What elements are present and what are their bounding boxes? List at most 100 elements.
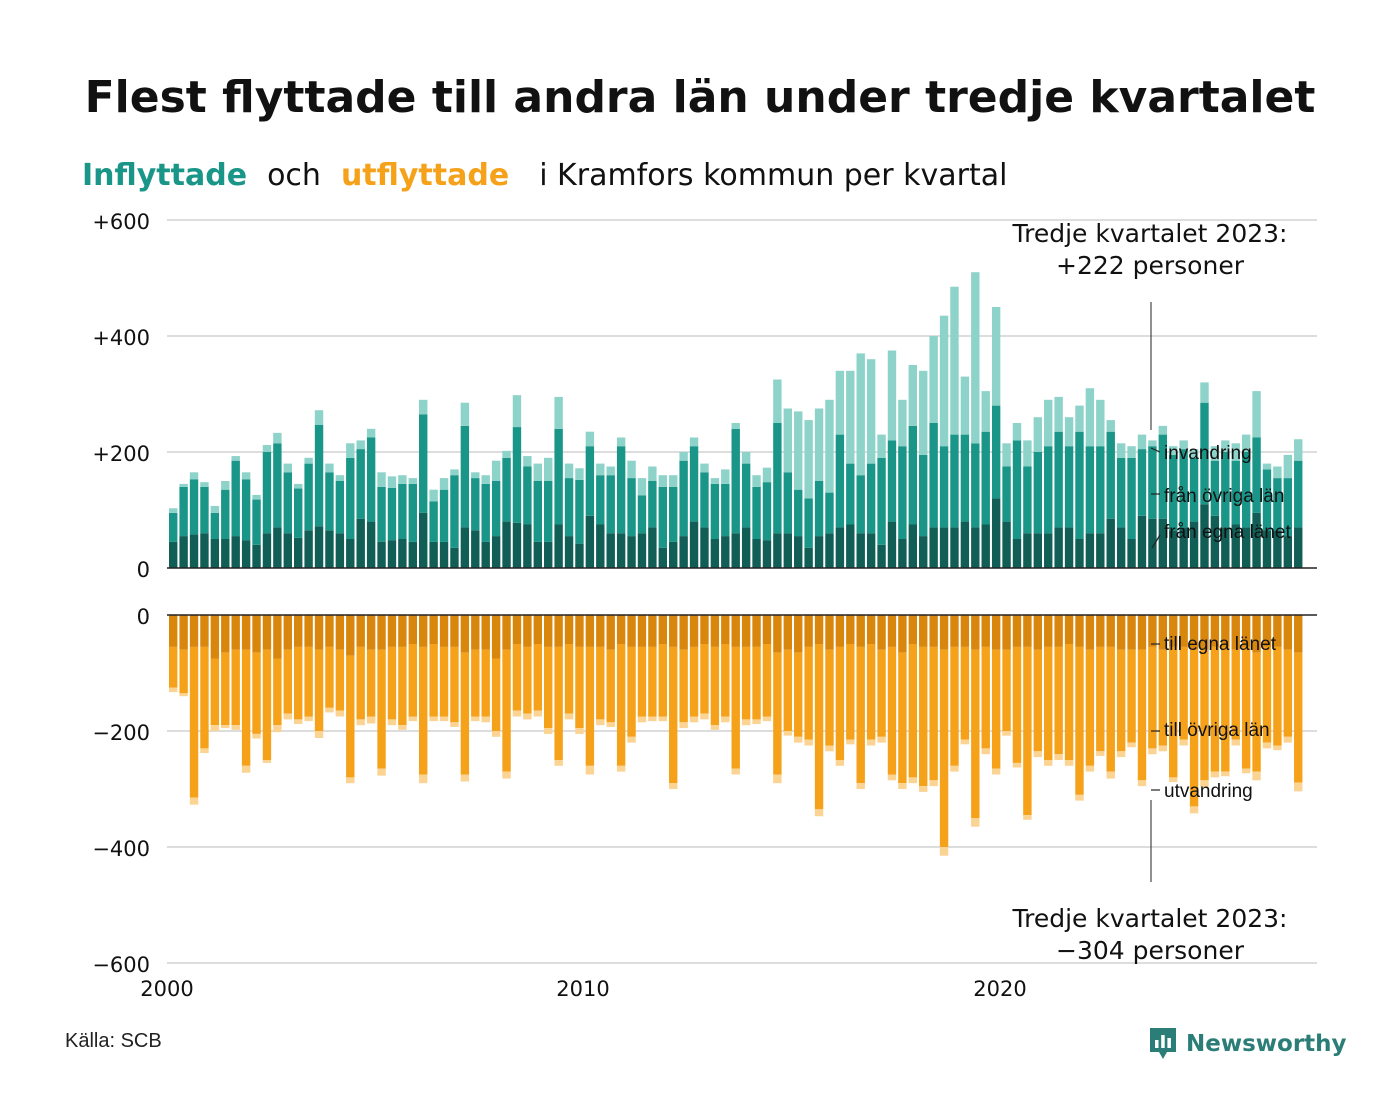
bar-out-other <box>950 646 959 766</box>
bar-out-own <box>877 615 886 650</box>
bar-in-abroad <box>210 505 220 513</box>
bar-in-own <box>710 539 720 568</box>
bar-in-abroad <box>1148 440 1157 447</box>
bar-in-abroad <box>221 481 230 490</box>
bar-in-abroad <box>606 466 615 476</box>
bar-out-own <box>533 615 542 644</box>
bar-out-other <box>1252 652 1261 772</box>
bar-out-own <box>741 615 751 647</box>
bar-out-abroad <box>866 739 876 746</box>
bar-out-other <box>1044 646 1053 760</box>
bar-in-other <box>460 425 470 528</box>
bar-in-other <box>294 488 303 538</box>
bar-in-other <box>169 512 178 542</box>
bar-in-own <box>669 541 678 568</box>
bar-in-abroad <box>1231 443 1240 461</box>
bar-in-other <box>179 486 188 537</box>
bar-in-own <box>1012 539 1022 568</box>
bar-out-abroad <box>564 713 574 720</box>
bar-out-abroad <box>1137 780 1147 787</box>
bar-in-abroad <box>1002 443 1011 467</box>
bar-in-other <box>377 486 386 542</box>
bar-in-other <box>835 434 845 528</box>
bar-out-own <box>846 615 855 644</box>
bar-out-abroad <box>919 786 928 792</box>
bar-out-abroad <box>783 731 793 736</box>
bar-out-other <box>804 646 813 740</box>
bar-in-own <box>1085 533 1095 568</box>
bar-out-other <box>439 646 449 717</box>
bar-out-own <box>439 615 449 647</box>
y-tick-top-400: +400 <box>92 326 150 350</box>
bar-in-abroad <box>523 456 532 467</box>
bar-out-other <box>1075 646 1084 795</box>
bar-in-other <box>846 463 855 525</box>
bar-out-abroad <box>898 783 907 789</box>
bar-in-abroad <box>398 475 407 484</box>
bar-in-other <box>939 446 949 528</box>
bar-in-own <box>200 533 209 568</box>
bar-out-abroad <box>377 768 386 776</box>
bar-out-abroad <box>1273 745 1282 751</box>
bar-out-abroad <box>398 725 407 730</box>
bar-in-abroad <box>741 452 751 464</box>
bar-in-own <box>398 539 407 568</box>
bar-out-own <box>1179 615 1188 647</box>
inflow-bars <box>169 272 1303 568</box>
bar-out-own <box>648 615 657 647</box>
segment-label-tick <box>1150 447 1161 453</box>
bar-in-abroad <box>450 469 459 476</box>
bar-in-own <box>960 521 970 568</box>
bar-out-own <box>1262 615 1272 647</box>
bar-out-abroad <box>366 716 376 724</box>
bar-out-own <box>731 615 740 647</box>
bar-in-own <box>1106 518 1115 568</box>
bar-out-own <box>262 615 272 650</box>
bar-out-abroad <box>283 713 292 720</box>
bar-out-abroad <box>1210 771 1220 778</box>
bar-in-abroad <box>481 475 490 484</box>
bar-out-own <box>1169 615 1178 647</box>
bar-out-abroad <box>825 745 834 752</box>
bar-out-own <box>898 615 907 653</box>
bar-out-abroad <box>460 774 470 782</box>
bar-in-own <box>752 539 761 568</box>
bar-out-abroad <box>960 739 970 745</box>
bar-in-other <box>658 486 667 548</box>
bar-in-other <box>627 478 636 537</box>
bar-out-own <box>419 615 428 647</box>
bar-in-own <box>304 530 313 568</box>
bar-in-other <box>1210 460 1220 516</box>
bar-in-abroad <box>366 428 376 438</box>
bar-in-other <box>523 466 532 525</box>
bar-out-other <box>252 652 261 734</box>
bar-out-abroad <box>471 716 480 722</box>
bar-in-abroad <box>1221 440 1230 452</box>
bar-out-abroad <box>877 736 886 743</box>
bar-in-own <box>1262 530 1272 568</box>
bar-out-other <box>1064 644 1074 760</box>
bar-in-abroad <box>752 475 761 487</box>
bar-out-abroad <box>1158 745 1168 752</box>
bar-in-abroad <box>898 399 907 447</box>
bar-in-other <box>731 428 740 534</box>
bar-out-own <box>408 615 417 644</box>
bar-out-abroad <box>794 736 803 743</box>
bar-in-abroad <box>762 467 772 483</box>
bar-in-abroad <box>1096 399 1105 447</box>
bar-in-other <box>1273 478 1282 531</box>
bar-out-other <box>1127 649 1136 743</box>
bar-in-other <box>898 446 907 539</box>
bar-out-own <box>773 615 782 653</box>
bar-out-other <box>814 644 824 810</box>
bar-in-own <box>1179 527 1188 568</box>
bar-out-other <box>325 646 334 708</box>
bar-out-own <box>804 615 813 647</box>
bar-in-own <box>679 536 688 568</box>
bar-out-abroad <box>1075 794 1084 801</box>
bar-in-other <box>1033 452 1043 534</box>
subtitle-inflyttade: Inflyttade <box>82 158 248 193</box>
bar-in-abroad <box>596 463 605 476</box>
bar-out-abroad <box>804 739 813 746</box>
bar-out-other <box>991 649 1001 769</box>
